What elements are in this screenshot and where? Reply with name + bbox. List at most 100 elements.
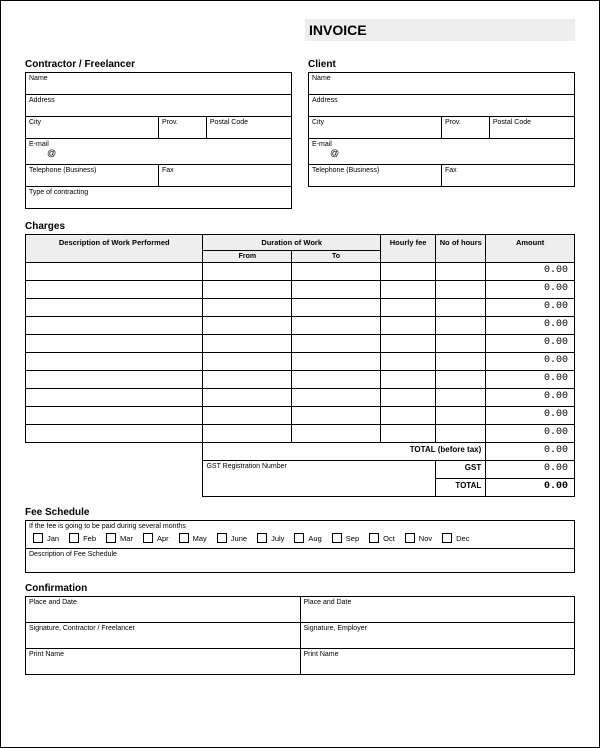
cell-from[interactable]: [203, 281, 292, 299]
cell-hourly[interactable]: [380, 425, 435, 443]
cell-desc[interactable]: [26, 281, 203, 299]
gst-reg[interactable]: GST Registration Number: [203, 461, 436, 497]
cell-hourly[interactable]: [380, 299, 435, 317]
cell-desc[interactable]: [26, 317, 203, 335]
contractor-tel[interactable]: Telephone (Business): [26, 165, 159, 187]
conf-place-right[interactable]: Place and Date: [300, 597, 575, 623]
cell-desc[interactable]: [26, 353, 203, 371]
total-value: 0.00: [486, 479, 575, 497]
cell-hourly[interactable]: [380, 281, 435, 299]
cell-from[interactable]: [203, 335, 292, 353]
cell-to[interactable]: [292, 281, 381, 299]
cell-from[interactable]: [203, 407, 292, 425]
cell-hourly[interactable]: [380, 263, 435, 281]
cell-to[interactable]: [292, 335, 381, 353]
cell-hours[interactable]: [436, 281, 486, 299]
contractor-city[interactable]: City: [26, 117, 159, 139]
cell-desc[interactable]: [26, 335, 203, 353]
cell-amount: 0.00: [486, 407, 575, 425]
conf-sig-employer[interactable]: Signature, Employer: [300, 623, 575, 649]
contractor-name[interactable]: Name: [26, 73, 292, 95]
cell-hours[interactable]: [436, 353, 486, 371]
month-label: Jan: [47, 534, 59, 543]
cell-to[interactable]: [292, 353, 381, 371]
month-checkbox[interactable]: [442, 533, 452, 543]
col-duration: Duration of Work: [203, 235, 380, 251]
cell-hourly[interactable]: [380, 335, 435, 353]
cell-hours[interactable]: [436, 317, 486, 335]
month-checkbox[interactable]: [106, 533, 116, 543]
conf-sig-contractor[interactable]: Signature, Contractor / Freelancer: [26, 623, 301, 649]
cell-to[interactable]: [292, 263, 381, 281]
cell-to[interactable]: [292, 299, 381, 317]
cell-to[interactable]: [292, 389, 381, 407]
client-email[interactable]: E-mail @: [309, 139, 575, 165]
month-checkbox[interactable]: [179, 533, 189, 543]
client-table: Name Address City Prov. Postal Code E-ma…: [308, 72, 575, 187]
cell-from[interactable]: [203, 371, 292, 389]
contractor-email[interactable]: E-mail @: [26, 139, 292, 165]
client-tel[interactable]: Telephone (Business): [309, 165, 442, 187]
cell-hours[interactable]: [436, 425, 486, 443]
month-checkbox[interactable]: [257, 533, 267, 543]
cell-desc[interactable]: [26, 371, 203, 389]
month-checkbox[interactable]: [405, 533, 415, 543]
client-name[interactable]: Name: [309, 73, 575, 95]
cell-to[interactable]: [292, 407, 381, 425]
cell-desc[interactable]: [26, 425, 203, 443]
cell-from[interactable]: [203, 353, 292, 371]
cell-from[interactable]: [203, 299, 292, 317]
client-prov[interactable]: Prov.: [442, 117, 490, 139]
total-before-value: 0.00: [486, 443, 575, 461]
contractor-column: Contractor / Freelancer Name Address Cit…: [25, 59, 292, 209]
cell-to[interactable]: [292, 317, 381, 335]
cell-from[interactable]: [203, 389, 292, 407]
month-checkbox[interactable]: [143, 533, 153, 543]
contractor-prov[interactable]: Prov.: [159, 117, 207, 139]
month-checkbox[interactable]: [69, 533, 79, 543]
month-checkbox[interactable]: [33, 533, 43, 543]
cell-hours[interactable]: [436, 335, 486, 353]
email-label: E-mail: [312, 141, 332, 148]
cell-desc[interactable]: [26, 389, 203, 407]
cell-to[interactable]: [292, 371, 381, 389]
cell-desc[interactable]: [26, 263, 203, 281]
client-address[interactable]: Address: [309, 95, 575, 117]
cell-hourly[interactable]: [380, 389, 435, 407]
charge-row: 0.00: [26, 371, 575, 389]
cell-from[interactable]: [203, 263, 292, 281]
cell-hours[interactable]: [436, 407, 486, 425]
cell-from[interactable]: [203, 425, 292, 443]
contractor-postal[interactable]: Postal Code: [206, 117, 291, 139]
cell-hours[interactable]: [436, 299, 486, 317]
cell-hourly[interactable]: [380, 317, 435, 335]
cell-hours[interactable]: [436, 263, 486, 281]
cell-desc[interactable]: [26, 299, 203, 317]
client-postal[interactable]: Postal Code: [489, 117, 574, 139]
month-checkbox[interactable]: [369, 533, 379, 543]
cell-hourly[interactable]: [380, 407, 435, 425]
fee-desc[interactable]: Description of Fee Schedule: [26, 549, 575, 573]
cell-hourly[interactable]: [380, 353, 435, 371]
contractor-fax[interactable]: Fax: [159, 165, 292, 187]
client-city[interactable]: City: [309, 117, 442, 139]
contractor-type[interactable]: Type of contracting: [26, 187, 292, 209]
cell-hourly[interactable]: [380, 371, 435, 389]
cell-hours[interactable]: [436, 371, 486, 389]
cell-to[interactable]: [292, 425, 381, 443]
conf-print-left[interactable]: Print Name: [26, 649, 301, 675]
month-checkbox[interactable]: [294, 533, 304, 543]
month-checkbox[interactable]: [332, 533, 342, 543]
cell-amount: 0.00: [486, 281, 575, 299]
month-checkbox[interactable]: [217, 533, 227, 543]
conf-place-left[interactable]: Place and Date: [26, 597, 301, 623]
contractor-address[interactable]: Address: [26, 95, 292, 117]
month-label: Mar: [120, 534, 133, 543]
cell-amount: 0.00: [486, 263, 575, 281]
cell-from[interactable]: [203, 317, 292, 335]
conf-print-right[interactable]: Print Name: [300, 649, 575, 675]
client-fax[interactable]: Fax: [442, 165, 575, 187]
fee-note: If the fee is going to be paid during se…: [29, 523, 571, 530]
cell-desc[interactable]: [26, 407, 203, 425]
cell-hours[interactable]: [436, 389, 486, 407]
